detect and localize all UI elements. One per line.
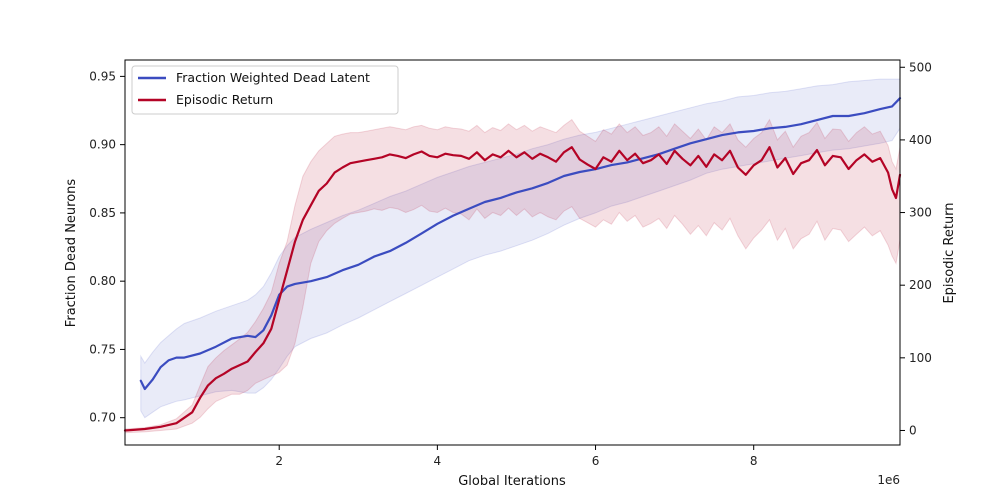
x-axis-multiplier: 1e6 [877, 473, 900, 487]
x-axis-label: Global Iterations [458, 474, 566, 489]
left-y-tick-label: 0.95 [89, 69, 116, 83]
left-y-tick-label: 0.70 [89, 411, 116, 425]
legend-label-episodic-return: Episodic Return [176, 92, 273, 107]
legend: Fraction Weighted Dead Latent Episodic R… [132, 66, 398, 114]
x-tick-label: 4 [434, 454, 442, 468]
left-y-axis-label: Fraction Dead Neurons [64, 179, 79, 328]
x-tick-label: 6 [592, 454, 600, 468]
right-y-tick-label: 100 [909, 351, 932, 365]
x-tick-label: 2 [275, 454, 283, 468]
right-y-tick-label: 200 [909, 278, 932, 292]
right-y-axis-label: Episodic Return [942, 202, 957, 303]
left-y-tick-label: 0.75 [89, 342, 116, 356]
right-y-tick-label: 400 [909, 133, 932, 147]
right-y-tick-label: 0 [909, 423, 917, 437]
right-y-tick-label: 300 [909, 206, 932, 220]
right-y-tick-label: 500 [909, 60, 932, 74]
x-tick-label: 8 [750, 454, 758, 468]
left-y-tick-label: 0.85 [89, 206, 116, 220]
left-y-tick-label: 0.80 [89, 274, 116, 288]
left-y-tick-label: 0.90 [89, 138, 116, 152]
legend-label-dead-latent: Fraction Weighted Dead Latent [176, 70, 370, 85]
